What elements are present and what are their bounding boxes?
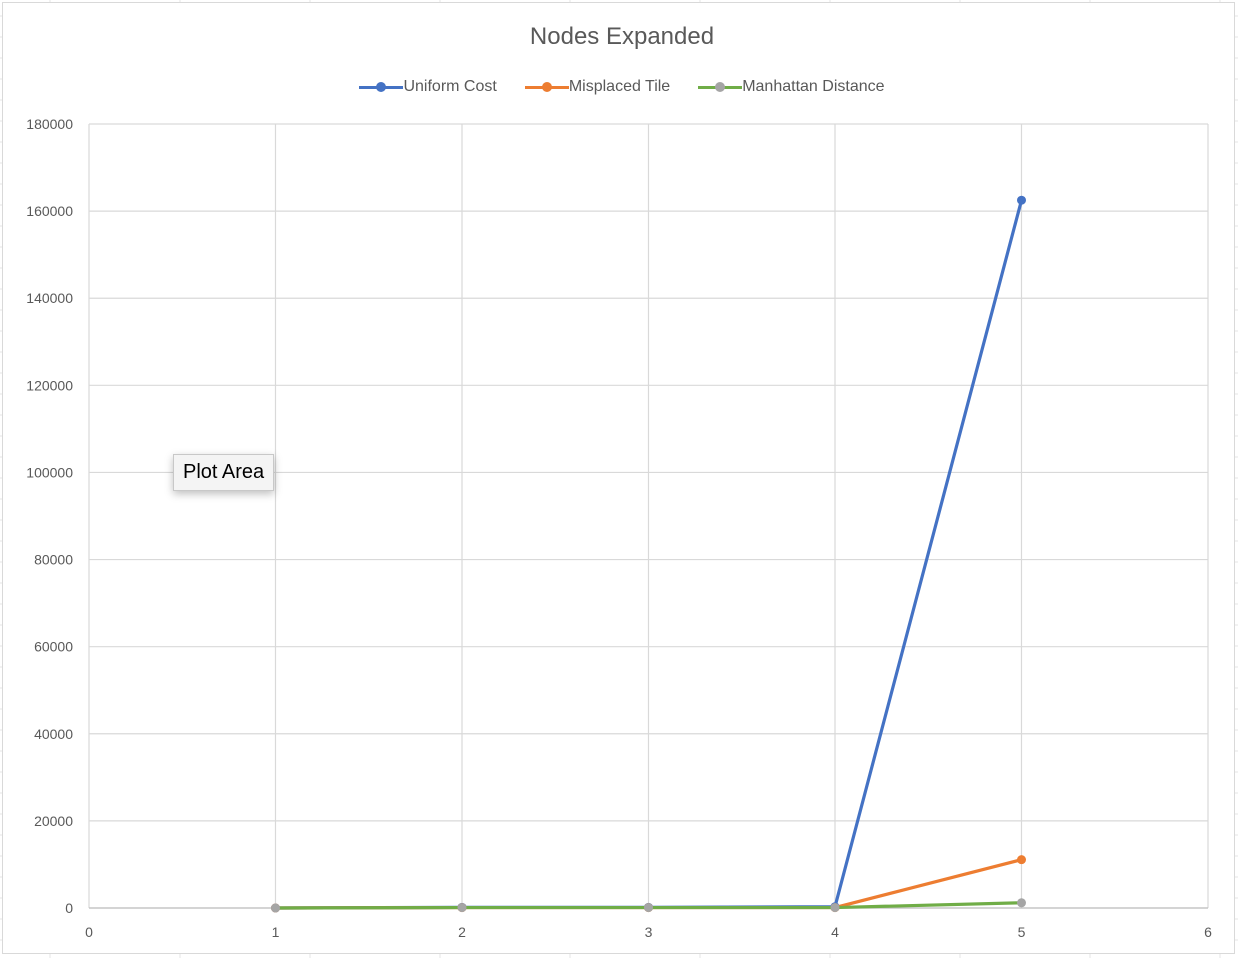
y-tick-label: 100000: [26, 464, 73, 480]
x-tick-label: 5: [1018, 924, 1026, 940]
y-tick-label: 40000: [34, 726, 73, 742]
legend-item-misplaced-tile[interactable]: Misplaced Tile: [524, 77, 671, 97]
x-tick-label: 1: [272, 924, 280, 940]
y-tick-label: 120000: [26, 377, 73, 393]
y-tick-label: 0: [65, 900, 73, 916]
manhattan-distance-point[interactable]: [830, 903, 840, 913]
legend-label: Manhattan Distance: [742, 78, 885, 95]
y-tick-label: 20000: [34, 813, 73, 829]
misplaced-tile-point[interactable]: [1017, 855, 1026, 865]
gridlines: [88, 123, 1209, 909]
y-tick-label: 160000: [26, 203, 73, 219]
manhattan-distance-point[interactable]: [644, 903, 653, 913]
y-tick-label: 140000: [26, 290, 73, 306]
chart-title[interactable]: Nodes Expanded: [529, 23, 715, 50]
series-manhattan-distance[interactable]: [271, 898, 1026, 913]
y-tick-label: 60000: [34, 639, 73, 655]
legend-label: Misplaced Tile: [568, 78, 671, 95]
legend-swatch-uniform-cost: [359, 77, 404, 97]
uniform-cost-point[interactable]: [1017, 195, 1026, 205]
manhattan-distance-point[interactable]: [457, 903, 467, 913]
plot-area-tooltip: Plot Area: [173, 454, 275, 491]
x-tick-label: 3: [645, 924, 653, 940]
x-tick-label: 2: [458, 924, 466, 940]
legend-swatch-misplaced-tile: [524, 77, 569, 97]
y-tick-label: 80000: [34, 552, 73, 568]
x-tick-label: 6: [1204, 924, 1212, 940]
manhattan-distance-point[interactable]: [1017, 898, 1026, 908]
legend-item-manhattan-distance[interactable]: Manhattan Distance: [698, 77, 885, 97]
legend-item-uniform-cost[interactable]: Uniform Cost: [359, 77, 497, 97]
manhattan-distance-point[interactable]: [271, 903, 280, 913]
x-tick-label: 4: [831, 924, 839, 940]
legend-swatch-manhattan-distance: [698, 77, 743, 97]
legend[interactable]: Uniform Cost Misplaced Tile Manhattan Dist…: [3, 77, 1238, 97]
line-chart[interactable]: 0 20000 40000 60000 80000 100000 120000 140000 1…: [3, 3, 1236, 955]
y-tick-label: 180000: [26, 116, 73, 132]
x-tick-label: 0: [85, 924, 93, 940]
legend-label: Uniform Cost: [403, 78, 497, 95]
